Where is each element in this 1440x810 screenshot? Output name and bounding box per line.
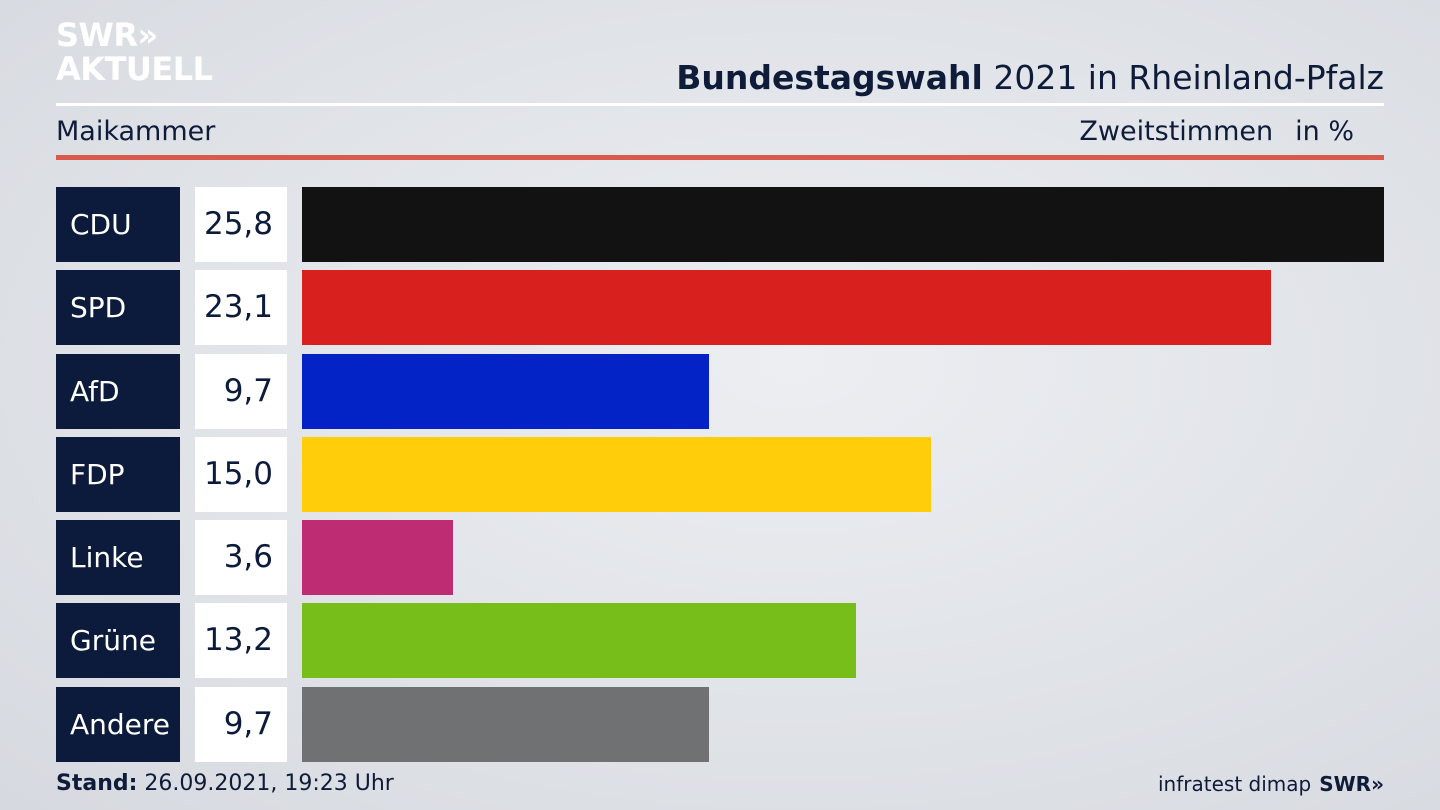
swr-aktuell-logo: SWR» AKTUELL xyxy=(56,18,213,86)
value-label: 13,2 xyxy=(195,603,287,679)
title-rest: 2021 in Rheinland-Pfalz xyxy=(982,58,1384,97)
bar xyxy=(302,603,856,679)
bar xyxy=(302,436,932,512)
party-label: SPD xyxy=(56,270,180,346)
party-label: FDP xyxy=(56,436,180,512)
bar-row: CDU 25,8 xyxy=(56,187,1384,262)
accent-divider xyxy=(56,155,1384,160)
stand-value: 26.09.2021, 19:23 Uhr xyxy=(137,771,394,796)
logo-line-1: SWR» xyxy=(56,16,158,54)
value-label: 9,7 xyxy=(195,686,287,762)
value-label: 9,7 xyxy=(195,353,287,429)
bar-chart: CDU 25,8 SPD 23,1 AfD 9,7 FDP 15,0 Linke 3,6 Grüne… xyxy=(56,187,1384,770)
party-label: CDU xyxy=(56,187,180,262)
party-label: Grüne xyxy=(56,603,180,679)
bar xyxy=(302,520,453,596)
bar xyxy=(302,353,709,429)
stand-label: Stand: xyxy=(56,771,138,796)
bar-row: SPD 23,1 xyxy=(56,270,1384,346)
footer-swr-logo: SWR» xyxy=(1319,772,1384,796)
bar-row: AfD 9,7 xyxy=(56,353,1384,429)
unit-label: in % xyxy=(1295,116,1354,147)
chart-title: Bundestagswahl 2021 in Rheinland-Pfalz xyxy=(676,58,1384,97)
header-divider xyxy=(56,103,1384,106)
value-label: 15,0 xyxy=(195,436,287,512)
measure-label: Zweitstimmen in % xyxy=(1079,116,1354,147)
value-label: 3,6 xyxy=(195,520,287,596)
bar xyxy=(302,270,1271,346)
location-label: Maikammer xyxy=(56,116,216,147)
bar-row: FDP 15,0 xyxy=(56,436,1384,512)
party-label: Andere xyxy=(56,686,180,762)
value-label: 23,1 xyxy=(195,270,287,346)
bar xyxy=(302,686,709,762)
logo-line-2: AKTUELL xyxy=(56,50,213,88)
title-bold: Bundestagswahl xyxy=(676,58,983,97)
bar-row: Andere 9,7 xyxy=(56,686,1384,762)
source-label: infratest dimap xyxy=(1158,772,1312,796)
timestamp: Stand: 26.09.2021, 19:23 Uhr xyxy=(56,771,394,796)
party-label: Linke xyxy=(56,520,180,596)
source-credit: infratest dimap SWR» xyxy=(1158,772,1384,796)
measure-name: Zweitstimmen xyxy=(1079,116,1274,147)
party-label: AfD xyxy=(56,353,180,429)
bar xyxy=(302,187,1384,262)
bar-row: Linke 3,6 xyxy=(56,520,1384,596)
value-label: 25,8 xyxy=(195,187,287,262)
bar-row: Grüne 13,2 xyxy=(56,603,1384,679)
